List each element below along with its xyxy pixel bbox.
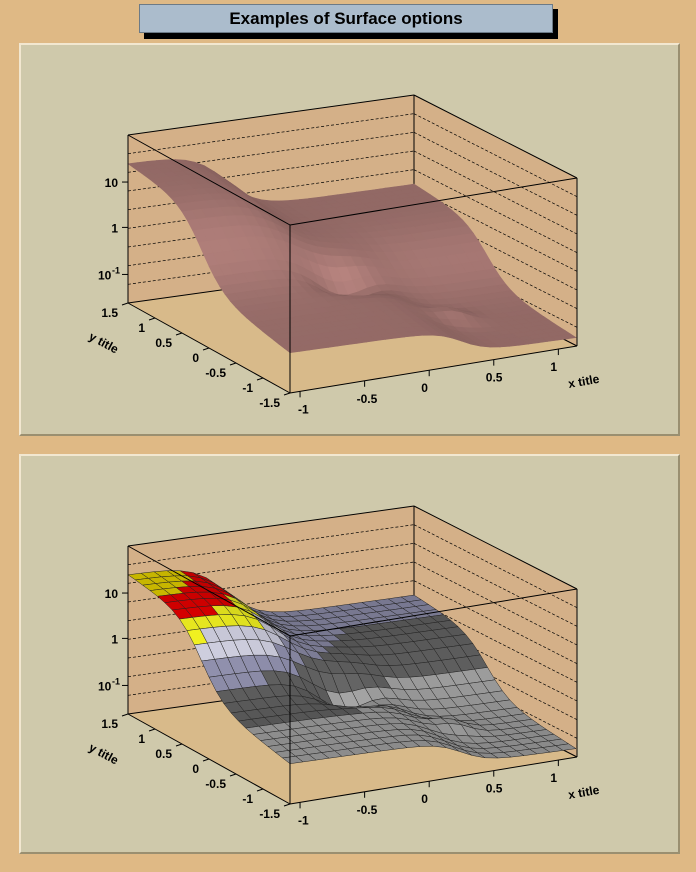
y-tick-label: -1 <box>242 381 253 395</box>
grid-line <box>127 113 415 155</box>
x-axis-title: x title <box>567 783 601 802</box>
x-tick-label: 0 <box>421 792 428 806</box>
x-tick-label: 0 <box>421 381 428 395</box>
y-tick-label: -0.5 <box>205 366 226 380</box>
z-tick-label: 10 <box>105 587 119 601</box>
y-tick-label: -1.5 <box>259 807 280 821</box>
y-tick <box>283 803 291 807</box>
y-tick <box>229 362 237 366</box>
box-edge <box>127 134 291 226</box>
grid-line <box>127 561 415 603</box>
y-tick <box>256 377 264 381</box>
y-tick-label: 1.5 <box>101 306 118 320</box>
mesh-surface <box>127 570 577 764</box>
x-tick-label: -1 <box>298 402 309 416</box>
y-tick-label: -0.5 <box>205 777 226 791</box>
y-tick <box>229 773 237 777</box>
z-tick-label: -1 <box>112 676 120 686</box>
grid-line <box>127 131 415 173</box>
z-tick-label: 1 <box>111 221 118 235</box>
y-tick <box>148 317 156 321</box>
y-tick <box>175 743 183 747</box>
y-tick-label: 0.5 <box>155 336 172 350</box>
x-tick-label: -0.5 <box>357 803 378 817</box>
z-tick-label: 10 <box>98 679 112 693</box>
grid-line <box>413 543 578 627</box>
box-edge <box>413 94 578 179</box>
surface-patch <box>281 755 304 764</box>
z-tick-label: -1 <box>112 265 120 275</box>
grid-line <box>127 542 415 584</box>
box-edge <box>289 756 578 805</box>
grid-line <box>127 580 415 622</box>
box-edge <box>413 505 578 590</box>
box-edge <box>289 177 578 226</box>
surface-patch <box>283 346 301 354</box>
z-tick-label: 10 <box>98 268 112 282</box>
grid-line <box>413 132 578 216</box>
y-tick-label: 0 <box>192 762 199 776</box>
y-tick <box>121 302 129 306</box>
grid-line <box>413 580 578 664</box>
x-tick-label: 0.5 <box>486 371 503 385</box>
x-tick-label: -1 <box>298 813 309 827</box>
x-tick-label: 1 <box>550 360 557 374</box>
z-tick-label: 10 <box>105 176 119 190</box>
x-tick-label: -0.5 <box>357 392 378 406</box>
y-tick-label: 1 <box>138 321 145 335</box>
y-tick <box>283 392 291 396</box>
box-edge <box>289 345 578 394</box>
x-tick-label: 0.5 <box>486 782 503 796</box>
box-edge <box>127 505 415 547</box>
grid-line <box>127 150 415 192</box>
box-edge <box>127 94 415 136</box>
page-title: Examples of Surface options <box>139 4 553 33</box>
smooth-surface <box>127 159 577 354</box>
y-tick <box>202 758 210 762</box>
z-tick-label: 1 <box>111 632 118 646</box>
x-axis-title: x title <box>567 372 601 391</box>
chart-pad-smooth: 10 1 10 -1 -1 -0.5 0 0.5 1 x title -1.5 -1 -0.5 0 0.5 1… <box>19 43 680 436</box>
x-tick-label: 1 <box>550 771 557 785</box>
y-tick <box>256 788 264 792</box>
y-axis-title: y title <box>87 329 122 356</box>
y-tick-label: 1.5 <box>101 717 118 731</box>
grid-line <box>413 169 578 253</box>
y-tick-label: 0.5 <box>155 747 172 761</box>
y-tick-label: -1 <box>242 792 253 806</box>
grid-line <box>413 561 578 646</box>
grid-line <box>127 524 415 566</box>
box-edge <box>289 588 578 637</box>
y-tick <box>175 332 183 336</box>
y-tick-label: -1.5 <box>259 396 280 410</box>
y-tick-label: 0 <box>192 351 199 365</box>
grid-line <box>127 169 415 211</box>
y-tick-label: 1 <box>138 732 145 746</box>
y-axis-title: y title <box>87 740 122 767</box>
y-tick <box>202 347 210 351</box>
grid-line <box>413 150 578 235</box>
y-tick <box>121 713 129 717</box>
box-edge <box>127 545 291 637</box>
y-tick <box>148 728 156 732</box>
chart-pad-mesh: 10 1 10 -1 -1 -0.5 0 0.5 1 x title -1.5 -1 -0.5 0 0.5 1… <box>19 454 680 854</box>
